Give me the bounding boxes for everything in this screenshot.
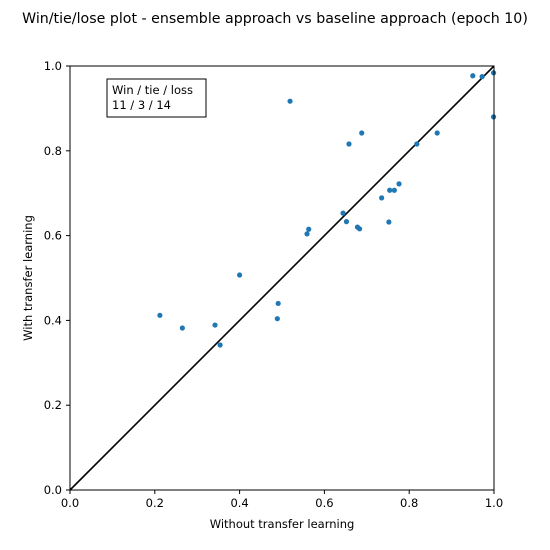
chart-title: Win/tie/lose plot - ensemble approach vs… — [22, 11, 528, 27]
data-point — [387, 187, 393, 193]
data-point — [479, 74, 485, 80]
data-point — [470, 73, 476, 79]
y-axis-ticks: 0.0 0.2 0.4 0.6 0.8 1.0 — [44, 59, 70, 497]
y-tick-label: 1.0 — [44, 59, 62, 73]
y-axis-label: With transfer learning — [21, 215, 35, 341]
y-tick-label: 0.4 — [44, 313, 62, 327]
x-axis-label: Without transfer learning — [210, 517, 355, 531]
x-axis-ticks: 0.0 0.2 0.4 0.6 0.8 1.0 — [61, 490, 503, 510]
annotation-line-1: Win / tie / loss — [112, 83, 193, 97]
data-point — [379, 195, 385, 201]
data-point — [346, 141, 352, 147]
annotation-box — [106, 78, 207, 118]
data-point — [356, 226, 363, 232]
data-point — [157, 312, 163, 318]
data-point — [391, 187, 397, 193]
y-tick-label: 0.0 — [44, 483, 62, 497]
x-tick-label: 1.0 — [485, 496, 503, 510]
data-point — [212, 322, 218, 328]
win-tie-loss-annotation: Win / tie / loss 11 / 3 / 14 — [106, 78, 207, 118]
data-point — [179, 325, 185, 331]
data-point — [304, 231, 310, 237]
plot-area — [69, 65, 497, 491]
data-point — [396, 181, 402, 187]
reference-line-y-equals-x — [69, 65, 495, 491]
data-point — [217, 342, 223, 348]
y-tick-label: 0.8 — [44, 144, 62, 158]
data-point — [359, 130, 365, 136]
x-tick-label: 0.8 — [400, 496, 418, 510]
annotation-line-2: 11 / 3 / 14 — [112, 98, 171, 112]
axes-frame — [69, 65, 495, 491]
data-point — [386, 219, 392, 225]
x-tick-label: 0.2 — [146, 496, 164, 510]
data-point — [274, 316, 280, 322]
y-tick-label: 0.6 — [44, 229, 62, 243]
data-point — [287, 98, 293, 104]
y-tick-label: 0.2 — [44, 398, 62, 412]
data-point — [237, 272, 243, 278]
x-tick-label: 0.4 — [230, 496, 248, 510]
data-point — [340, 210, 346, 216]
data-point — [306, 226, 312, 232]
x-tick-label: 0.6 — [315, 496, 333, 510]
data-points — [157, 70, 497, 348]
data-point — [434, 130, 440, 136]
data-point — [275, 300, 281, 307]
x-tick-label: 0.0 — [61, 496, 79, 510]
data-point — [414, 141, 420, 147]
data-point — [343, 219, 350, 225]
